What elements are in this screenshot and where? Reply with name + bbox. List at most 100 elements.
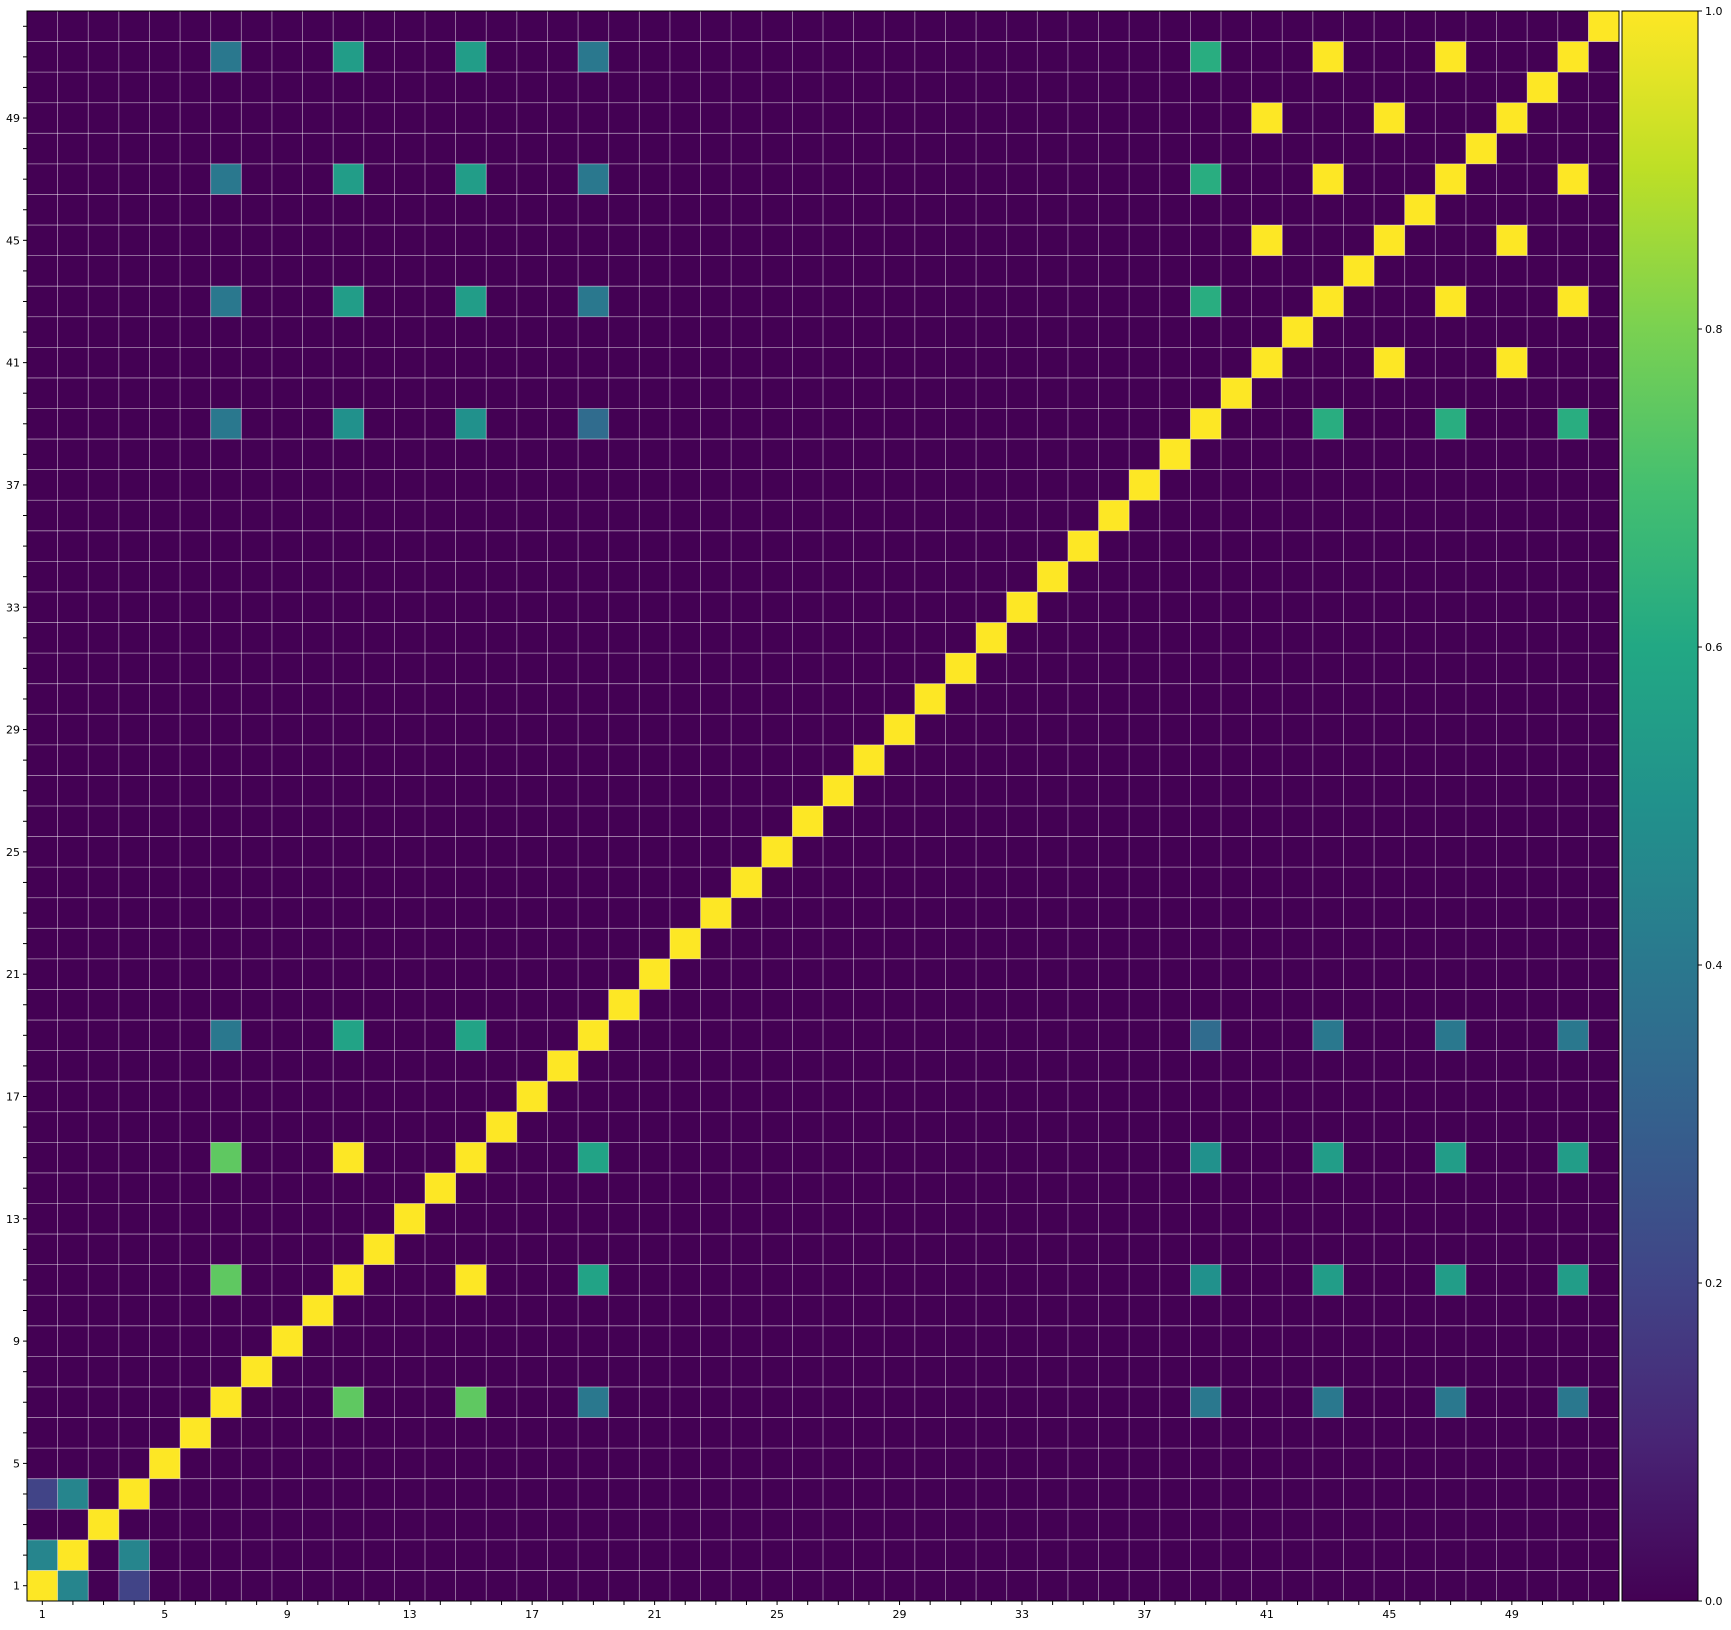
y-tick-label: 17	[6, 1090, 20, 1103]
heatmap-cell	[455, 286, 487, 317]
heatmap-cell	[1557, 286, 1589, 317]
heatmap-cell	[118, 1570, 150, 1601]
x-tick-label: 45	[1382, 1608, 1396, 1621]
y-tick-label: 37	[6, 479, 20, 492]
y-tick-label: 1	[13, 1580, 20, 1593]
heatmap-cell	[1190, 41, 1221, 73]
y-tick-label: 33	[6, 601, 20, 614]
heatmap-cell	[1557, 1264, 1589, 1296]
heatmap-cell	[1312, 163, 1344, 195]
heatmap-cell	[1190, 1386, 1221, 1418]
heatmap-cell	[455, 1386, 487, 1418]
heatmap-cell-diagonal	[1343, 255, 1375, 287]
heatmap-cell	[1435, 1264, 1466, 1296]
heatmap-cell-diagonal	[210, 1386, 242, 1418]
heatmap-cell-diagonal	[27, 1570, 58, 1601]
heatmap-cell	[1190, 1020, 1221, 1051]
heatmap-cell-diagonal	[57, 1539, 89, 1571]
heatmap-cell-diagonal	[455, 1142, 487, 1173]
heatmap-cell	[455, 408, 487, 440]
heatmap-cell-diagonal	[333, 1264, 364, 1296]
x-tick-label: 33	[1015, 1608, 1029, 1621]
heatmap-cell	[1435, 1386, 1466, 1418]
x-tick-label: 49	[1505, 1608, 1519, 1621]
heatmap-cell	[1496, 225, 1528, 256]
heatmap-cell-diagonal	[945, 653, 977, 684]
heatmap-cell-diagonal	[823, 775, 854, 806]
x-tick-label: 9	[284, 1608, 291, 1621]
heatmap-cell	[210, 1142, 242, 1173]
heatmap-cell-diagonal	[1527, 72, 1558, 103]
heatmap-cell-diagonal	[1067, 530, 1099, 562]
heatmap-cell-diagonal	[1129, 469, 1160, 501]
heatmap-cell-diagonal	[302, 1295, 334, 1326]
colorbar-tick-label: 0.4	[1705, 959, 1723, 972]
heatmap-cell-diagonal	[853, 744, 885, 776]
heatmap-cell	[578, 163, 609, 195]
heatmap-cell	[333, 286, 364, 317]
heatmap-cell	[333, 1142, 364, 1173]
x-tick-label: 29	[893, 1608, 907, 1621]
heatmap-cell-diagonal	[1557, 41, 1589, 73]
y-tick-label: 21	[6, 968, 20, 981]
heatmap-cell-diagonal	[486, 1111, 517, 1143]
heatmap-cell	[1557, 1020, 1589, 1051]
heatmap-cell	[1374, 347, 1405, 378]
heatmap-cell	[27, 1539, 58, 1571]
colorbar-bar	[1621, 10, 1699, 1602]
heatmap-cell	[210, 286, 242, 317]
heatmap-cell	[455, 163, 487, 195]
heatmap-cell	[1190, 1264, 1221, 1296]
heatmap-cell-diagonal	[1496, 102, 1528, 134]
heatmap-cell-diagonal	[1282, 316, 1313, 348]
x-tick-label: 21	[648, 1608, 662, 1621]
y-tick-label: 49	[6, 112, 20, 125]
heatmap-cell	[455, 1264, 487, 1296]
heatmap-cell	[57, 1478, 89, 1510]
heatmap-cell-diagonal	[700, 897, 732, 929]
heatmap-cell	[1251, 225, 1283, 256]
heatmap-cell-diagonal	[1435, 163, 1466, 195]
heatmap-cell	[455, 1020, 487, 1051]
x-tick-label: 13	[403, 1608, 417, 1621]
colorbar-tick-label: 0.0	[1705, 1595, 1723, 1608]
heatmap-cell	[333, 1386, 364, 1418]
heatmap-cell	[455, 41, 487, 73]
y-tick-label: 5	[13, 1457, 20, 1470]
heatmap-cell	[1312, 41, 1344, 73]
heatmap-cell	[1496, 347, 1528, 378]
heatmap-cell	[27, 1478, 58, 1510]
heatmap-cell-diagonal	[241, 1356, 272, 1387]
y-tick-label: 13	[6, 1213, 20, 1226]
heatmap-cell	[210, 1264, 242, 1296]
heatmap-cell	[1190, 163, 1221, 195]
heatmap-axes: 1 5 9 13 17 21 25 29 33 37 41 45 49 1 5 9 13 17 21 25 29 33 37…	[6, 10, 1620, 1621]
heatmap-cell	[1251, 102, 1283, 134]
heatmap-cell	[210, 1020, 242, 1051]
heatmap-cell-diagonal	[1251, 347, 1283, 378]
heatmap-cell	[118, 1539, 150, 1571]
heatmap-cell	[1435, 41, 1466, 73]
colorbar-tick-label: 0.2	[1705, 1277, 1723, 1290]
heatmap-cell	[1557, 408, 1589, 440]
heatmap-cell-diagonal	[271, 1325, 303, 1357]
heatmap-cell	[578, 408, 609, 440]
x-tick-label: 5	[161, 1608, 168, 1621]
colorbar-tick-label: 0.8	[1705, 323, 1723, 336]
heatmap-cell	[1557, 1386, 1589, 1418]
heatmap-cell	[578, 1386, 609, 1418]
heatmap-cell-diagonal	[118, 1478, 150, 1510]
y-tick-label: 9	[13, 1335, 20, 1348]
heatmap-cell-diagonal	[1404, 194, 1436, 226]
heatmap-cell	[333, 163, 364, 195]
heatmap-cell	[1435, 1142, 1466, 1173]
heatmap-cell	[210, 41, 242, 73]
heatmap-cell	[1435, 408, 1466, 440]
heatmap-cell-diagonal	[884, 714, 915, 745]
heatmap-cell	[1557, 163, 1589, 195]
heatmap-cell-diagonal	[639, 958, 670, 990]
heatmap-cell-diagonal	[914, 683, 946, 715]
heatmap-cell-diagonal	[1221, 377, 1252, 409]
heatmap-grid	[26, 10, 1620, 1602]
